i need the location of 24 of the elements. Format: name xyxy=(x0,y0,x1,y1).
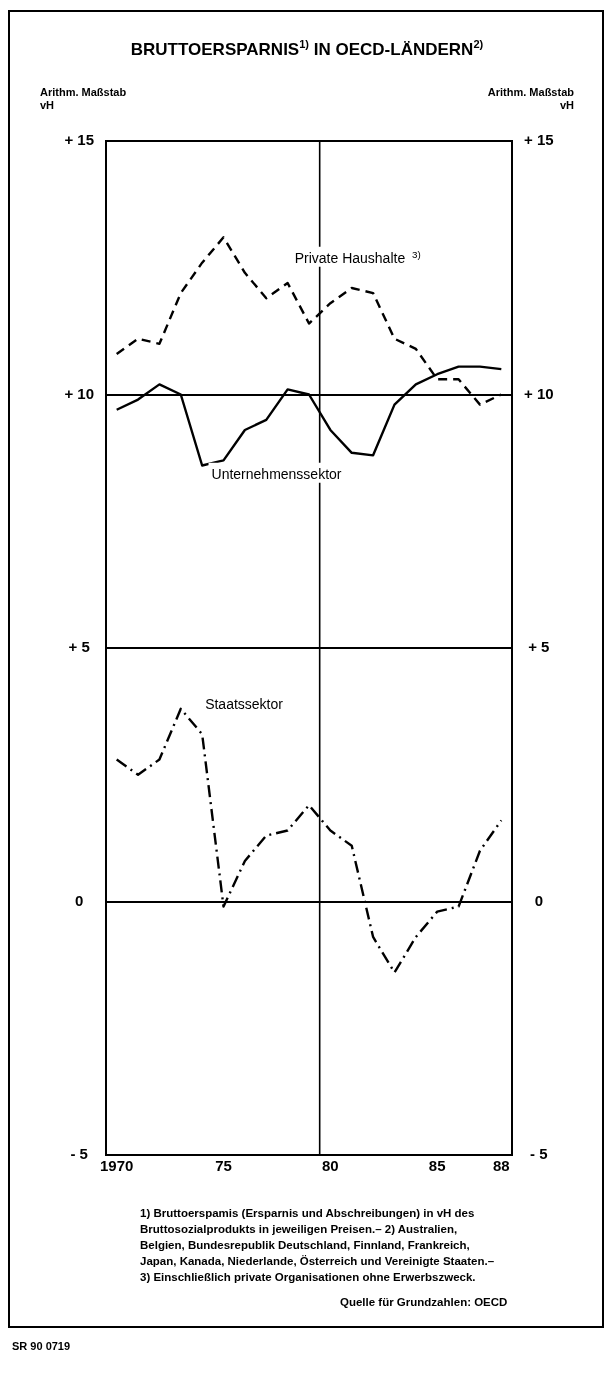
x-tick-label: 80 xyxy=(322,1157,339,1175)
y2-tick-label: 0 xyxy=(534,891,543,909)
y-axis-title: Arithm. Maßstab vH xyxy=(40,86,127,112)
y2-tick-label: + 5 xyxy=(528,638,550,656)
series-label: Unternehmenssektor xyxy=(211,465,342,482)
y2-tick-label: - 5 xyxy=(530,1145,548,1163)
y-tick-label: + 5 xyxy=(68,638,90,656)
x-tick-label: 88 xyxy=(492,1157,510,1175)
x-tick-label: 1970 xyxy=(100,1157,134,1175)
y2-tick-label: + 15 xyxy=(523,131,554,149)
source-note: Quelle für Grundzahlen: OECD xyxy=(340,1296,508,1308)
y-tick-label: - 5 xyxy=(70,1145,88,1163)
series-label: Staatssektor xyxy=(205,695,284,712)
y-tick-label: + 10 xyxy=(64,384,95,402)
y-tick-label: 0 xyxy=(75,891,84,909)
y2-axis-title: Arithm. Maßstab vH xyxy=(487,86,574,112)
text: SR 90 0719 xyxy=(12,1340,71,1352)
y2-tick-label: + 10 xyxy=(523,384,554,402)
y-tick-label: + 15 xyxy=(64,131,95,149)
x-tick-label: 85 xyxy=(428,1157,446,1175)
text: 1) Bruttoerspamis (Ersparnis und Abschreibungen) in vH des Bruttosozialprodukts in jeweiligen Preisen.– 2) Australien, Belgien, Bundesrepublik Deutschland, Finnland, Frankreich, Japan, Kanada, Niederlande, Österreich und Vereinigte Staaten.– 3) Einschließlich private Organisationen ohne Erwerbszweck. xyxy=(140,1206,496,1285)
chart-title: BRUTTOERSPARNIS$^{1)}$ IN OECD-LÄNDERN$^{2)}$ xyxy=(129,38,485,60)
series-label: Private Haushalte 3) xyxy=(294,248,421,266)
x-tick-label: 75 xyxy=(215,1157,232,1175)
